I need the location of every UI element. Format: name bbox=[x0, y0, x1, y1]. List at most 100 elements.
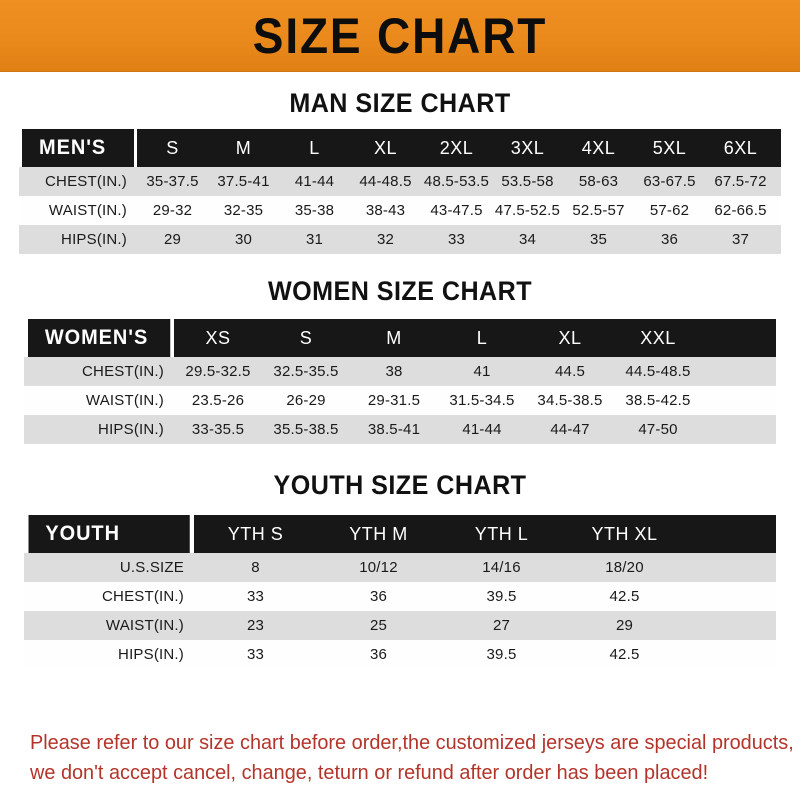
women-size-header: M bbox=[350, 319, 438, 357]
women-size-header: L bbox=[438, 319, 526, 357]
table-row: CHEST(IN.) 29.5-32.5 32.5-35.5 38 41 44.5 44.5… bbox=[24, 357, 776, 386]
women-measurement-cell: 38.5-42.5 bbox=[614, 386, 702, 415]
women-measurement-cell: 23.5-26 bbox=[174, 386, 262, 415]
table-row: WAIST(IN.) 23.5-26 26-29 29-31.5 31.5-34.5 34… bbox=[24, 386, 776, 415]
men-measurement-cell: 33 bbox=[421, 225, 492, 254]
men-size-header: 6XL bbox=[705, 129, 776, 167]
youth-measurement-cell: 42.5 bbox=[563, 640, 686, 669]
youth-measurement-cell: 33 bbox=[194, 640, 317, 669]
table-row: WAIST(IN.) 29-32 32-35 35-38 38-43 43-47.5 47.… bbox=[19, 196, 781, 225]
women-measurement-cell: 33-35.5 bbox=[174, 415, 262, 444]
men-measurement-cell: 44-48.5 bbox=[350, 167, 421, 196]
men-measurement-cell: 58-63 bbox=[563, 167, 634, 196]
women-size-header: XL bbox=[526, 319, 614, 357]
women-size-header: XS bbox=[174, 319, 262, 357]
youth-measurement-cell: 25 bbox=[317, 611, 440, 640]
men-measurement-cell: 37.5-41 bbox=[208, 167, 279, 196]
men-size-header: 5XL bbox=[634, 129, 705, 167]
women-measurement-cell: 29-31.5 bbox=[350, 386, 438, 415]
youth-size-header: YTH M bbox=[317, 515, 440, 553]
men-measurement-cell: 37 bbox=[705, 225, 776, 254]
row-filler-cell bbox=[776, 167, 781, 196]
men-measurement-cell: 32-35 bbox=[208, 196, 279, 225]
men-header-label: MEN'S bbox=[21, 129, 135, 167]
men-size-header: L bbox=[279, 129, 350, 167]
row-filler-cell bbox=[702, 386, 776, 415]
men-measurement-cell: 53.5-58 bbox=[492, 167, 563, 196]
men-measurement-cell: 35-38 bbox=[279, 196, 350, 225]
men-size-header: M bbox=[208, 129, 279, 167]
women-size-header: S bbox=[262, 319, 350, 357]
table-row: HIPS(IN.) 29 30 31 32 33 34 35 36 37 bbox=[19, 225, 781, 254]
men-size-table: MEN'S S M L XL 2XL 3XL 4XL 5XL 6XL CHEST(IN.) 35-37… bbox=[19, 129, 781, 254]
page-banner: SIZE CHART bbox=[0, 0, 800, 72]
women-measurement-cell: 38 bbox=[350, 357, 438, 386]
women-row-label: HIPS(IN.) bbox=[24, 415, 174, 444]
row-filler-cell bbox=[686, 553, 776, 582]
men-measurement-cell: 35 bbox=[563, 225, 634, 254]
youth-measurement-cell: 23 bbox=[194, 611, 317, 640]
men-measurement-cell: 52.5-57 bbox=[563, 196, 634, 225]
youth-row-label: WAIST(IN.) bbox=[24, 611, 194, 640]
youth-measurement-cell: 29 bbox=[563, 611, 686, 640]
youth-measurement-cell: 14/16 bbox=[440, 553, 563, 582]
header-filler-cell bbox=[776, 129, 781, 167]
men-measurement-cell: 47.5-52.5 bbox=[492, 196, 563, 225]
men-measurement-cell: 38-43 bbox=[350, 196, 421, 225]
women-measurement-cell: 47-50 bbox=[614, 415, 702, 444]
table-row: U.S.SIZE 8 10/12 14/16 18/20 bbox=[24, 553, 776, 582]
men-size-header: S bbox=[137, 129, 208, 167]
youth-measurement-cell: 36 bbox=[317, 582, 440, 611]
men-measurement-cell: 30 bbox=[208, 225, 279, 254]
men-measurement-cell: 29 bbox=[137, 225, 208, 254]
row-filler-cell bbox=[686, 640, 776, 669]
youth-measurement-cell: 10/12 bbox=[317, 553, 440, 582]
row-filler-cell bbox=[686, 582, 776, 611]
disclaimer-line-2: we don't accept cancel, change, teturn o… bbox=[30, 760, 709, 784]
table-row: WAIST(IN.) 23 25 27 29 bbox=[24, 611, 776, 640]
order-disclaimer: Please refer to our size chart before or… bbox=[30, 728, 794, 787]
men-measurement-cell: 48.5-53.5 bbox=[421, 167, 492, 196]
men-measurement-cell: 32 bbox=[350, 225, 421, 254]
men-measurement-cell: 41-44 bbox=[279, 167, 350, 196]
men-measurement-cell: 62-66.5 bbox=[705, 196, 776, 225]
youth-measurement-cell: 36 bbox=[317, 640, 440, 669]
table-row: CHEST(IN.) 33 36 39.5 42.5 bbox=[24, 582, 776, 611]
women-measurement-cell: 35.5-38.5 bbox=[262, 415, 350, 444]
men-size-header: 2XL bbox=[421, 129, 492, 167]
women-section-title: WOMEN SIZE CHART bbox=[267, 276, 533, 306]
youth-size-header: YTH XL bbox=[563, 515, 686, 553]
men-size-header: 4XL bbox=[563, 129, 634, 167]
women-size-header: XXL bbox=[614, 319, 702, 357]
youth-size-header: YTH L bbox=[440, 515, 563, 553]
women-table-header-row: WOMEN'S XS S M L XL XXL bbox=[24, 319, 776, 357]
youth-measurement-cell: 8 bbox=[194, 553, 317, 582]
youth-header-label: YOUTH bbox=[28, 515, 190, 553]
youth-measurement-cell: 27 bbox=[440, 611, 563, 640]
youth-measurement-cell: 39.5 bbox=[440, 640, 563, 669]
youth-section-title: YOUTH SIZE CHART bbox=[273, 470, 527, 500]
youth-size-header: YTH S bbox=[194, 515, 317, 553]
men-measurement-cell: 36 bbox=[634, 225, 705, 254]
women-size-table: WOMEN'S XS S M L XL XXL CHEST(IN.) 29.5-32.5 32.5… bbox=[24, 319, 776, 444]
women-measurement-cell: 41 bbox=[438, 357, 526, 386]
row-filler-cell bbox=[776, 225, 781, 254]
youth-measurement-cell: 18/20 bbox=[563, 553, 686, 582]
disclaimer-line-1: Please refer to our size chart before or… bbox=[30, 731, 794, 754]
men-measurement-cell: 63-67.5 bbox=[634, 167, 705, 196]
youth-row-label: U.S.SIZE bbox=[24, 553, 194, 582]
youth-table-header-row: YOUTH YTH S YTH M YTH L YTH XL bbox=[24, 515, 776, 553]
men-section-title: MAN SIZE CHART bbox=[289, 88, 511, 118]
women-measurement-cell: 44.5-48.5 bbox=[614, 357, 702, 386]
row-filler-cell bbox=[776, 196, 781, 225]
men-measurement-cell: 43-47.5 bbox=[421, 196, 492, 225]
youth-measurement-cell: 42.5 bbox=[563, 582, 686, 611]
women-measurement-cell: 31.5-34.5 bbox=[438, 386, 526, 415]
men-measurement-cell: 35-37.5 bbox=[137, 167, 208, 196]
table-row: HIPS(IN.) 33-35.5 35.5-38.5 38.5-41 41-44 44-… bbox=[24, 415, 776, 444]
header-filler-cell bbox=[702, 319, 776, 357]
youth-measurement-cell: 33 bbox=[194, 582, 317, 611]
youth-size-table: YOUTH YTH S YTH M YTH L YTH XL U.S.SIZE 8 10/12… bbox=[24, 515, 776, 669]
row-filler-cell bbox=[702, 415, 776, 444]
